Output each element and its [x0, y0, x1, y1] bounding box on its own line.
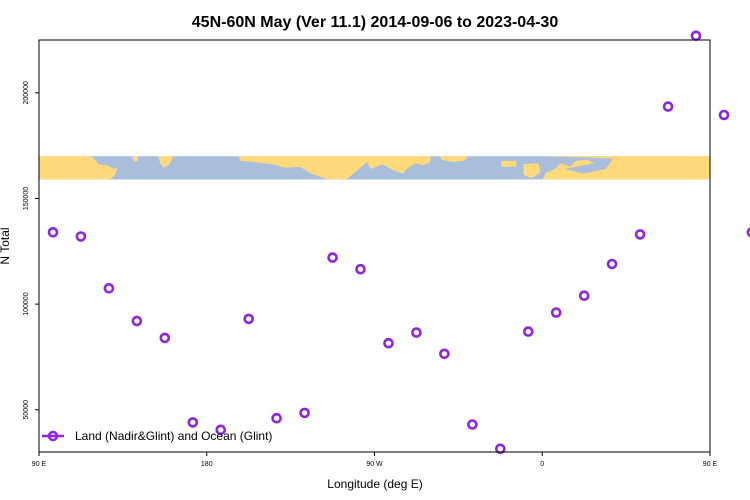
- map-landmass: [39, 156, 118, 180]
- data-point: [75, 231, 87, 242]
- data-point: [327, 252, 338, 263]
- plot-frame: [38, 39, 711, 453]
- y-tick-label: 200000: [23, 81, 30, 104]
- data-point: [299, 407, 310, 419]
- y-axis-label: N Total: [0, 227, 12, 264]
- data-point: [746, 227, 750, 238]
- legend-label: Land (Nadir&Glint) and Ocean (Glint): [75, 429, 272, 443]
- data-point: [439, 348, 450, 360]
- map-landmass: [501, 160, 517, 167]
- data-point: [103, 282, 115, 294]
- data-point: [187, 417, 199, 428]
- world-map-band: [39, 156, 710, 180]
- x-tick-label: 90 E: [32, 461, 47, 468]
- data-point: [411, 327, 422, 338]
- chart-title: 45N-60N May (Ver 11.1) 2014-09-06 to 202…: [192, 14, 559, 31]
- data-point: [215, 424, 226, 436]
- data-point: [634, 229, 646, 240]
- data-point: [47, 227, 59, 238]
- map-landmass: [238, 156, 431, 180]
- y-tick-label: 100000: [23, 292, 30, 315]
- legend: Land (Nadir&Glint) and Ocean (Glint): [42, 429, 272, 443]
- map-landmass: [523, 163, 541, 179]
- legend-marker-swatch: [47, 430, 59, 442]
- data-point: [662, 101, 674, 112]
- data-point: [690, 30, 702, 42]
- x-tick-label: 90 E: [703, 461, 718, 468]
- map-landmass: [439, 156, 468, 162]
- data-point: [131, 315, 143, 327]
- x-axis-label: Longitude (deg E): [327, 477, 422, 491]
- data-point: [718, 109, 730, 121]
- data-point: [494, 443, 506, 455]
- x-tick-label: 180: [201, 461, 213, 468]
- y-tick-label: 150000: [23, 187, 30, 210]
- data-point: [550, 307, 562, 318]
- data-point: [243, 313, 254, 325]
- data-point: [355, 263, 366, 275]
- y-tick-label: 50000: [23, 400, 30, 420]
- data-point: [467, 419, 478, 430]
- y-axis-ticks: 50000 100000 150000 200000: [23, 81, 39, 419]
- data-point: [159, 332, 171, 344]
- map-ocean: [39, 156, 710, 180]
- map-landmass: [542, 156, 710, 180]
- data-point: [522, 326, 534, 337]
- data-point: [271, 412, 282, 424]
- x-tick-label: 90 W: [366, 461, 383, 468]
- data-point: [606, 258, 618, 270]
- data-point: [383, 337, 394, 349]
- scatter-points: [47, 30, 750, 455]
- data-point: [578, 290, 590, 302]
- map-landmass: [132, 156, 138, 162]
- x-tick-label: 0: [540, 461, 544, 468]
- map-landmass: [158, 156, 174, 168]
